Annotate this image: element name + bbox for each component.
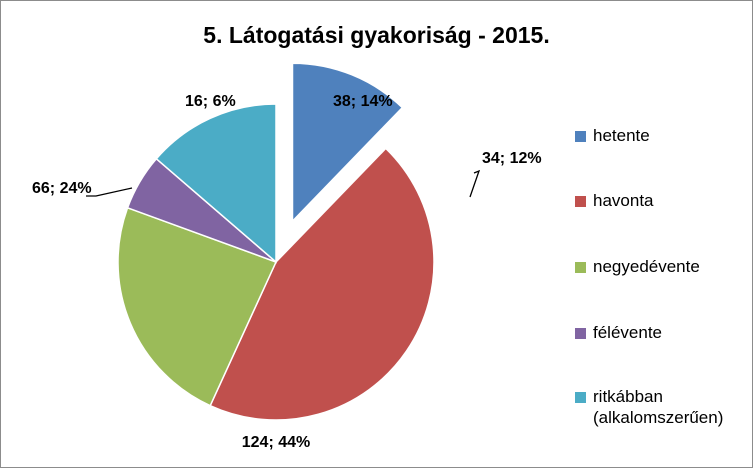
legend-swatch-negyedevente <box>575 262 586 273</box>
legend-label-ritkabban: ritkábban (alkalomszerűen) <box>593 387 724 427</box>
chart-title: 5. Látogatási gyakoriság - 2015. <box>203 22 550 48</box>
legend-swatch-havonta <box>575 196 586 207</box>
data-label-1: 124; 44% <box>242 434 311 451</box>
legend-swatch-hetente <box>575 131 586 142</box>
pie-slice-1 <box>209 147 435 421</box>
pie-slice-0 <box>291 62 404 224</box>
data-label-4: 38; 14% <box>333 93 393 110</box>
data-label-2: 66; 24% <box>32 180 92 197</box>
leader-line-0 <box>469 169 481 198</box>
pie-slice-4 <box>155 103 277 264</box>
legend-label-hetente: hetente <box>593 126 650 145</box>
pie-slice-2 <box>117 206 278 407</box>
leader-line-2 <box>86 187 133 197</box>
legend-label-felevente: félévente <box>593 323 662 342</box>
data-label-0: 34; 12% <box>482 150 542 167</box>
legend-swatch-felevente <box>575 328 586 339</box>
legend-label-negyedevente: negyedévente <box>593 257 700 276</box>
legend-swatch-ritkabban <box>575 392 586 403</box>
data-label-3: 16; 6% <box>185 93 236 110</box>
legend-label-havonta: havonta <box>593 191 654 210</box>
